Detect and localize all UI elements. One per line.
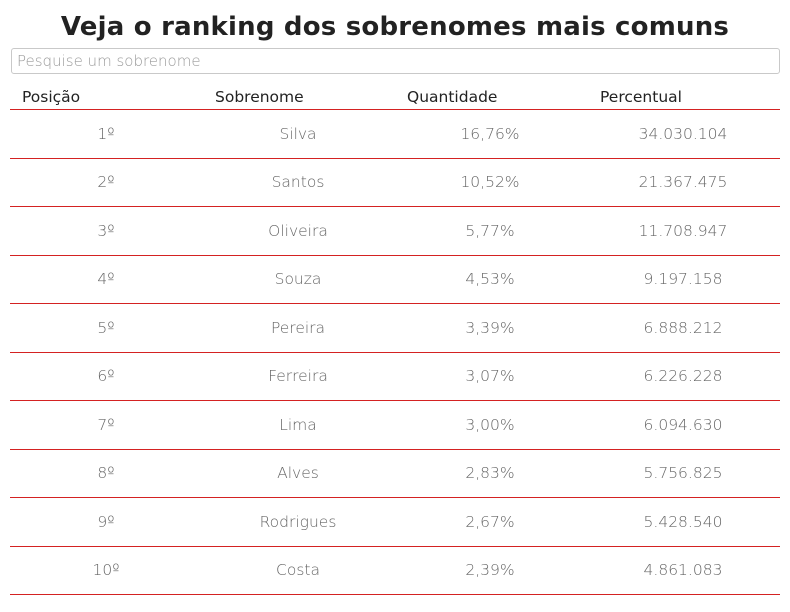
table-row: 9º Rodrigues 2,67% 5.428.540: [10, 497, 780, 547]
cell-surname: Alves: [202, 449, 394, 498]
cell-position: 5º: [10, 303, 202, 353]
cell-surname: Santos: [202, 158, 394, 207]
ranking-widget: Veja o ranking dos sobrenomes mais comun…: [10, 0, 780, 595]
cell-quantity: 4,53%: [394, 255, 586, 304]
table-row: 10º Costa 2,39% 4.861.083: [10, 546, 780, 595]
cell-position: 1º: [10, 109, 202, 159]
cell-percentage: 21.367.475: [586, 158, 780, 207]
cell-percentage: 34.030.104: [586, 109, 780, 159]
table-row: 5º Pereira 3,39% 6.888.212: [10, 303, 780, 353]
cell-position: 8º: [10, 449, 202, 498]
column-header-sobrenome[interactable]: Sobrenome: [202, 86, 394, 110]
cell-percentage: 11.708.947: [586, 206, 780, 256]
cell-percentage: 6.888.212: [586, 303, 780, 353]
cell-quantity: 10,52%: [394, 158, 586, 207]
cell-percentage: 9.197.158: [586, 255, 780, 304]
cell-surname: Pereira: [202, 303, 394, 353]
column-header-posicao[interactable]: Posição: [10, 86, 202, 110]
cell-quantity: 2,83%: [394, 449, 586, 498]
cell-position: 6º: [10, 352, 202, 401]
cell-surname: Lima: [202, 400, 394, 450]
page-title: Veja o ranking dos sobrenomes mais comun…: [60, 12, 730, 42]
table-row: 7º Lima 3,00% 6.094.630: [10, 400, 780, 450]
cell-quantity: 2,39%: [394, 546, 586, 595]
cell-quantity: 2,67%: [394, 497, 586, 547]
table-row: 2º Santos 10,52% 21.367.475: [10, 158, 780, 207]
table-row: 1º Silva 16,76% 34.030.104: [10, 109, 780, 159]
cell-quantity: 16,76%: [394, 109, 586, 159]
cell-surname: Costa: [202, 546, 394, 595]
cell-position: 10º: [10, 546, 202, 595]
cell-surname: Silva: [202, 109, 394, 159]
cell-position: 2º: [10, 158, 202, 207]
cell-surname: Ferreira: [202, 352, 394, 401]
table-row: 8º Alves 2,83% 5.756.825: [10, 449, 780, 498]
cell-quantity: 3,00%: [394, 400, 586, 450]
cell-percentage: 5.756.825: [586, 449, 780, 498]
column-header-quantidade[interactable]: Quantidade: [394, 86, 586, 110]
cell-position: 7º: [10, 400, 202, 450]
cell-quantity: 5,77%: [394, 206, 586, 256]
cell-position: 4º: [10, 255, 202, 304]
table-header-row: Posição Sobrenome Quantidade Percentual: [10, 86, 780, 110]
cell-percentage: 6.226.228: [586, 352, 780, 401]
ranking-table: Posição Sobrenome Quantidade Percentual …: [10, 86, 780, 595]
table-row: 4º Souza 4,53% 9.197.158: [10, 255, 780, 304]
cell-surname: Souza: [202, 255, 394, 304]
cell-position: 3º: [10, 206, 202, 256]
column-header-percentual[interactable]: Percentual: [586, 86, 780, 110]
cell-quantity: 3,39%: [394, 303, 586, 353]
cell-quantity: 3,07%: [394, 352, 586, 401]
cell-surname: Rodrigues: [202, 497, 394, 547]
table-row: 3º Oliveira 5,77% 11.708.947: [10, 206, 780, 256]
cell-percentage: 6.094.630: [586, 400, 780, 450]
table-row: 6º Ferreira 3,07% 6.226.228: [10, 352, 780, 401]
cell-percentage: 5.428.540: [586, 497, 780, 547]
cell-surname: Oliveira: [202, 206, 394, 256]
search-input[interactable]: [11, 48, 780, 74]
cell-percentage: 4.861.083: [586, 546, 780, 595]
cell-position: 9º: [10, 497, 202, 547]
